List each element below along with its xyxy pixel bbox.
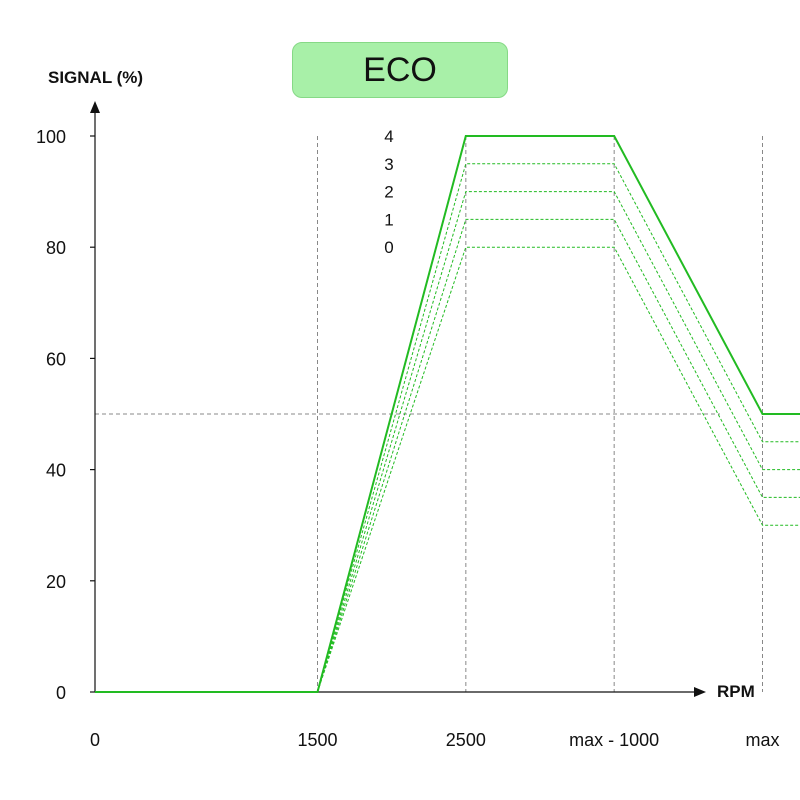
series-line-3	[317, 163, 800, 693]
x-tick-label: max	[745, 730, 779, 750]
series-line-1	[317, 218, 800, 693]
y-axis-label: SIGNAL (%)	[48, 68, 144, 87]
level-label-bg	[381, 238, 397, 257]
level-label-bg	[381, 210, 397, 229]
y-tick-label: 0	[56, 683, 66, 703]
y-tick-label: 20	[46, 572, 66, 592]
level-label-2: 2	[384, 183, 393, 202]
y-tick-label: 80	[46, 238, 66, 258]
level-label-4: 4	[384, 127, 393, 146]
x-tick-label: 0	[90, 730, 100, 750]
mode-badge-label: ECO	[363, 50, 437, 89]
level-label-bg	[381, 154, 397, 173]
x-axis-arrow-icon	[694, 687, 706, 697]
series-line-0	[317, 246, 800, 693]
x-tick-label: 2500	[446, 730, 486, 750]
series-line-4	[95, 135, 800, 693]
x-axis-label: RPM	[717, 682, 755, 701]
mode-badge: ECO	[292, 42, 508, 98]
x-tick-label: 1500	[297, 730, 337, 750]
series-line-2	[317, 191, 800, 693]
level-label-3: 3	[384, 155, 393, 174]
x-tick-label: max - 1000	[569, 730, 659, 750]
level-label-1: 1	[384, 210, 393, 229]
y-tick-label: 40	[46, 461, 66, 481]
level-label-bg	[381, 127, 397, 145]
level-label-bg	[381, 182, 397, 201]
level-label-0: 0	[384, 238, 393, 257]
y-tick-label: 60	[46, 349, 66, 369]
y-axis-arrow-icon	[90, 101, 100, 113]
y-tick-label: 100	[36, 127, 66, 147]
